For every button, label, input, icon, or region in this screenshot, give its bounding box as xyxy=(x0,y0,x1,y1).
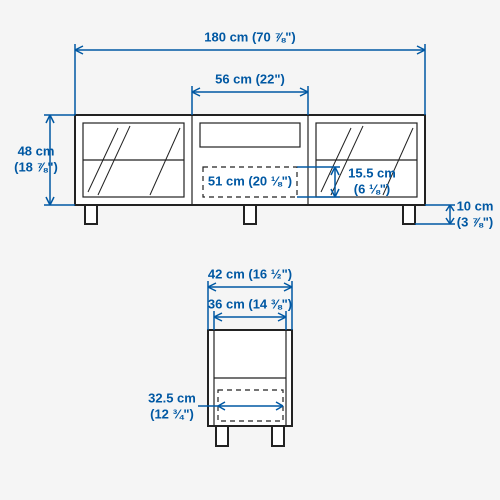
front-view: 180 cm (70 ⅞") 56 cm (22") 51 cm (20 ⅛")… xyxy=(14,29,493,229)
side-view: 42 cm (16 ½") 36 cm (14 ⅜") 32.5 cm (12 … xyxy=(148,266,292,446)
dim-51cm: 51 cm (20 ⅛") xyxy=(208,173,292,188)
svg-text:32.5 cm: 32.5 cm xyxy=(148,390,196,405)
svg-text:180 cm (70 ⅞"): 180 cm (70 ⅞") xyxy=(204,29,295,44)
dim-10cm: 10 cm (3 ⅞") xyxy=(415,198,493,229)
dimension-diagram: 180 cm (70 ⅞") 56 cm (22") 51 cm (20 ⅛")… xyxy=(0,0,500,500)
svg-text:48 cm: 48 cm xyxy=(18,143,55,158)
dim-48cm: 48 cm (18 ⅞") xyxy=(14,115,75,205)
svg-text:10 cm: 10 cm xyxy=(457,198,494,213)
svg-text:36 cm (14 ⅜"): 36 cm (14 ⅜") xyxy=(208,296,292,311)
svg-text:(18 ⅞"): (18 ⅞") xyxy=(14,159,58,174)
svg-text:(3 ⅞"): (3 ⅞") xyxy=(457,214,494,229)
svg-text:51 cm (20 ⅛"): 51 cm (20 ⅛") xyxy=(208,173,292,188)
svg-text:15.5 cm: 15.5 cm xyxy=(348,165,396,180)
svg-text:(12 ¾"): (12 ¾") xyxy=(150,406,194,421)
svg-text:(6 ⅛"): (6 ⅛") xyxy=(354,181,391,196)
svg-text:56 cm (22"): 56 cm (22") xyxy=(215,71,285,86)
dim-36cm: 36 cm (14 ⅜") xyxy=(208,296,292,330)
svg-text:42 cm (16 ½"): 42 cm (16 ½") xyxy=(208,266,292,281)
dim-56cm: 56 cm (22") xyxy=(192,71,308,115)
